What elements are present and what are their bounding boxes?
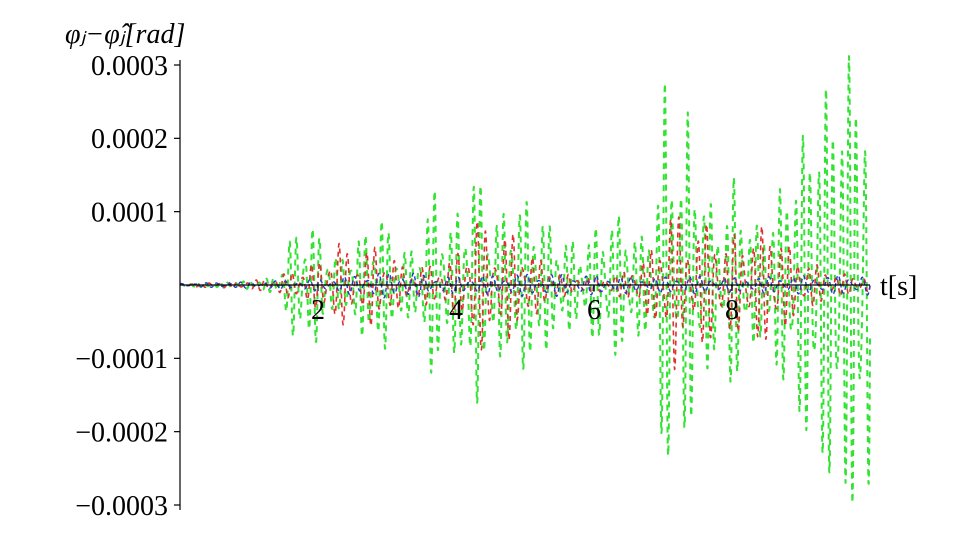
y-axis-label: φⱼ−φ̂ⱼ[rad] [65,19,185,50]
x-tick-label: 6 [587,295,601,326]
oscillation-chart: 2 4 6 8 −0.0003 −0.0002 −0.0001 0.0001 0.0002 0.0… [0,0,953,537]
y-tick-label: 0.0003 [91,51,168,82]
x-tick-label: 8 [725,295,739,326]
x-tick-label: 4 [449,295,463,326]
y-tick-label: 0.0002 [91,124,168,155]
chart-container: 2 4 6 8 −0.0003 −0.0002 −0.0001 0.0001 0.0002 0.0… [0,0,953,537]
y-tick-label: −0.0002 [75,417,168,448]
x-axis-label: t[s] [880,271,917,302]
y-tick-label: 0.0001 [91,197,168,228]
y-tick-label: −0.0003 [75,491,168,522]
x-tick-label: 2 [311,295,325,326]
y-tick-label: −0.0001 [75,344,168,375]
